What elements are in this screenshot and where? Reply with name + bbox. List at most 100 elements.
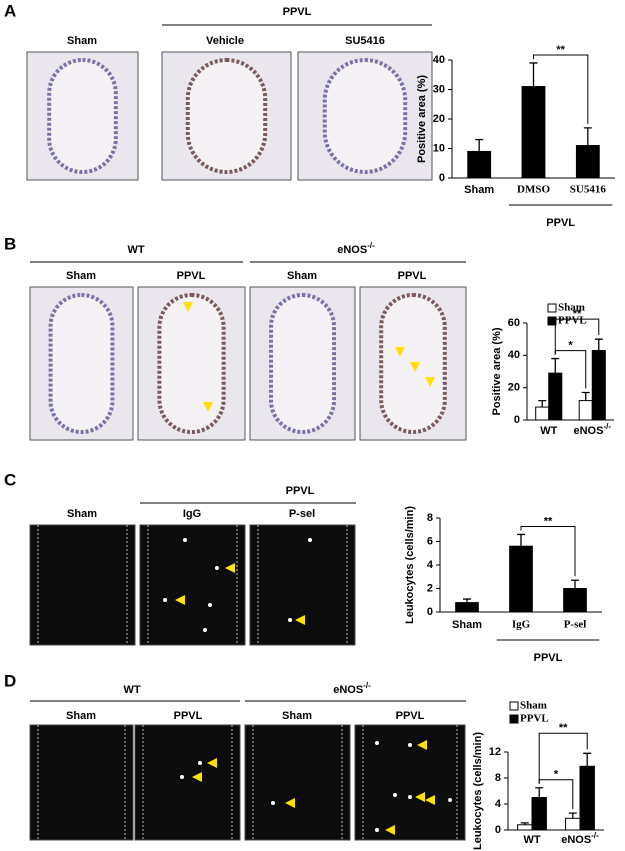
arrowhead — [385, 825, 395, 835]
arrowhead — [295, 615, 305, 625]
vessel-wall — [47, 58, 118, 174]
y-tick-label: 4 — [495, 798, 502, 810]
y-tick-label: 0 — [514, 414, 520, 426]
cell — [448, 798, 452, 802]
column-header: Sham — [67, 35, 97, 47]
legend-swatch — [547, 303, 557, 313]
significance-label: * — [568, 339, 573, 351]
cell — [288, 618, 292, 622]
cell — [203, 628, 207, 632]
cell — [393, 793, 397, 797]
cell — [163, 598, 167, 602]
significance-label: ** — [573, 308, 582, 320]
column-header: Sham — [67, 508, 97, 520]
legend-label: Sham — [520, 700, 547, 712]
y-tick-label: 20 — [508, 382, 520, 394]
group-header: WT — [123, 684, 140, 696]
x-tick-label: P-sel — [564, 619, 587, 631]
vessel-wall — [322, 58, 408, 174]
panel-label: C — [4, 470, 16, 489]
bar — [531, 797, 547, 831]
bar — [591, 349, 606, 421]
column-header: PPVL — [396, 710, 425, 722]
significance-label: ** — [556, 44, 565, 56]
error-bar — [475, 139, 484, 152]
panel-label: B — [4, 234, 16, 253]
significance-bracket — [520, 525, 576, 577]
error-bar — [583, 127, 592, 146]
y-tick-label: 60 — [508, 317, 520, 329]
column-header: Sham — [66, 710, 96, 722]
error-bar — [581, 391, 590, 401]
significance-label: ** — [544, 515, 553, 527]
y-tick-label: 0 — [439, 172, 445, 184]
cell — [375, 741, 379, 745]
arrowhead — [425, 377, 435, 387]
bar — [535, 406, 550, 421]
vessel-wall — [185, 58, 268, 174]
x-tick-label: WT — [523, 834, 540, 846]
x-tick-label: WT — [540, 425, 557, 437]
x-tick-label: IgG — [512, 619, 531, 631]
arrowhead — [192, 772, 202, 782]
x-tick-label: Sham — [452, 619, 482, 631]
cell — [215, 566, 219, 570]
y-tick-label: 40 — [508, 349, 520, 361]
error-bar — [463, 598, 471, 603]
panel-label: D — [4, 671, 16, 690]
y-tick-label: 10 — [433, 142, 445, 154]
significance-bracket — [533, 54, 589, 124]
cell — [408, 743, 412, 747]
group-header: PPVL — [283, 6, 312, 18]
significance-bracket — [538, 732, 588, 784]
error-bar — [538, 399, 547, 408]
micrograph — [354, 724, 466, 841]
significance-label: ** — [559, 722, 568, 734]
y-tick-label: 30 — [433, 83, 445, 95]
y-tick-label: 6 — [427, 535, 433, 547]
y-tick-label: 20 — [433, 113, 445, 125]
bar — [509, 545, 533, 613]
arrowhead — [415, 792, 425, 802]
column-header: PPVL — [174, 710, 203, 722]
error-bar — [520, 822, 529, 825]
cell — [180, 775, 184, 779]
error-bar — [535, 787, 544, 798]
group-header: eNOS-/- — [337, 241, 375, 256]
legend-label: PPVL — [520, 713, 549, 725]
bar — [575, 145, 600, 179]
y-tick-label: 2 — [427, 582, 433, 594]
group-label: PPVL — [534, 652, 563, 664]
group-header: eNOS-/- — [333, 681, 371, 696]
x-tick-label: DMSO — [517, 184, 550, 196]
arrowhead — [225, 563, 235, 573]
micrograph — [134, 724, 241, 841]
legend-swatch — [509, 701, 519, 711]
column-header: PPVL — [398, 270, 427, 282]
column-header: Sham — [66, 270, 96, 282]
column-header: Sham — [287, 270, 317, 282]
micrograph — [29, 724, 134, 841]
arrowhead — [285, 798, 295, 808]
bar — [517, 824, 533, 831]
error-bar — [517, 533, 525, 547]
y-axis-label: Leukocytes (cells/min) — [472, 732, 484, 850]
vessel-wall — [269, 293, 336, 434]
bar — [548, 372, 563, 421]
error-bar — [568, 812, 577, 819]
group-header: WT — [127, 244, 144, 256]
bar — [455, 602, 479, 613]
x-tick-label: eNOS-/- — [573, 422, 611, 437]
column-header: SU5416 — [345, 35, 385, 47]
arrowhead — [203, 402, 213, 412]
arrowhead — [410, 362, 420, 372]
vessel-wall — [48, 293, 115, 434]
y-tick-label: 8 — [427, 512, 433, 524]
arrowhead — [425, 795, 435, 805]
x-tick-label: SU5416 — [570, 184, 607, 196]
group-label: PPVL — [546, 217, 575, 229]
y-tick-label: 12 — [489, 746, 501, 758]
bar — [563, 588, 587, 613]
legend-label: PPVL — [558, 315, 587, 327]
group-header: PPVL — [286, 485, 315, 497]
